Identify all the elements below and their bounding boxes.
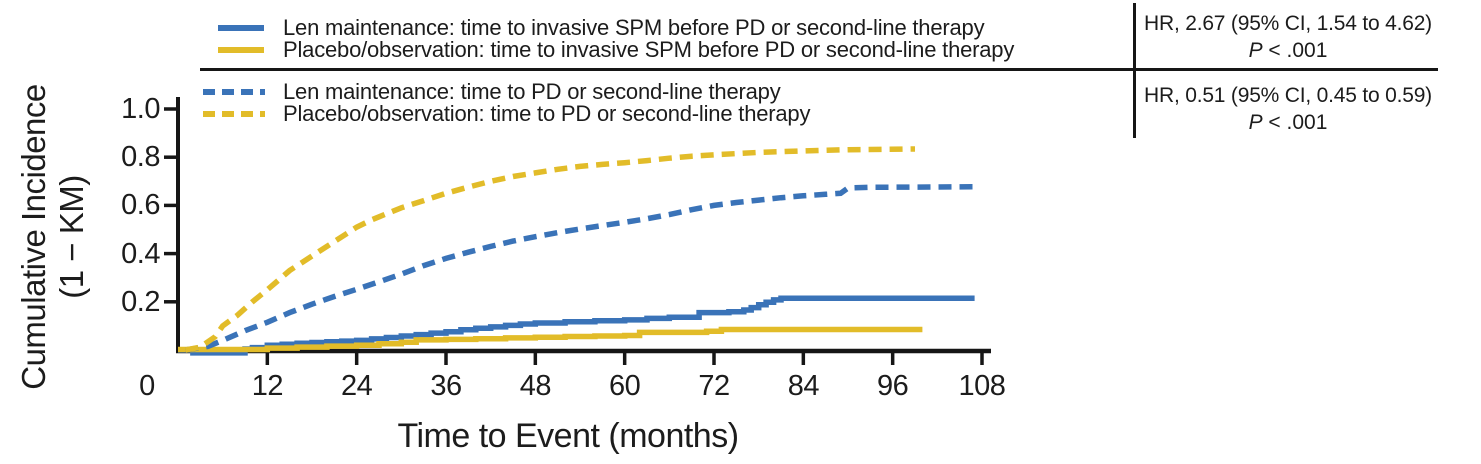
y-tick-label: 0.6 [121,189,160,222]
len-spm-solid-curve [178,295,975,356]
len-dashed-line-swatch [203,89,265,95]
hr-value-text: HR, 2.67 (95% CI, 1.54 to 4.62) [1144,12,1432,35]
p-value-text: P < .001 [1248,39,1328,62]
legend-item-placebo-spm: Placebo/observation: time to invasive SP… [200,36,1014,64]
y-tick-label: 0.4 [121,237,160,270]
x-axis-title: Time to Event (months) [397,417,739,455]
y-axis-title-line1: Cumulative Incidence [15,84,52,390]
x-tick-label: 0 [139,370,155,402]
y-axis-title: Cumulative Incidence (1 − KM) [15,57,91,417]
x-tick-label: 84 [787,370,820,402]
hr-value-text: HR, 0.51 (95% CI, 0.45 to 0.59) [1144,84,1432,107]
placebo-spm-solid-curve [178,326,923,353]
x-tick-label: 12 [251,370,284,402]
placebo-pd-dashed-curve [184,146,916,353]
y-axis-title-line2: (1 − KM) [53,175,90,299]
p-value-text: P < .001 [1248,111,1328,134]
hr-column-divider-line [1133,3,1136,138]
x-tick-label: 60 [609,370,641,402]
hr-annotation-spm: HR, 2.67 (95% CI, 1.54 to 4.62) P < .001 [1144,10,1432,64]
len-solid-line-swatch [218,25,264,31]
legend-item-len-spm: Len maintenance: time to invasive SPM be… [200,14,985,42]
legend-item-placebo-pd: Placebo/observation: time to PD or secon… [200,100,810,128]
legend-row-divider-line [200,68,1438,71]
x-tick-label: 24 [341,370,373,402]
y-tick-label: 0.8 [121,141,160,174]
x-tick-label: 108 [958,370,1006,402]
legend-label: Len maintenance: time to invasive SPM be… [283,15,985,40]
x-tick-label: 72 [698,370,730,402]
legend-label: Len maintenance: time to PD or second-li… [283,79,781,104]
legend-label: Placebo/observation: time to invasive SP… [283,37,1015,62]
legend-item-len-pd: Len maintenance: time to PD or second-li… [200,78,781,106]
x-tick-label: 48 [519,370,552,402]
legend-label: Placebo/observation: time to PD or secon… [283,101,811,126]
placebo-dashed-line-swatch [203,111,265,117]
x-tick-label: 36 [430,370,462,402]
placebo-solid-line-swatch [218,47,264,53]
y-tick-label: 0.2 [121,285,160,318]
hr-annotation-pd: HR, 0.51 (95% CI, 0.45 to 0.59) P < .001 [1144,82,1432,136]
len-pd-dashed-curve [184,184,975,353]
x-tick-label: 96 [877,370,909,402]
y-tick-label: 1.0 [121,93,160,125]
